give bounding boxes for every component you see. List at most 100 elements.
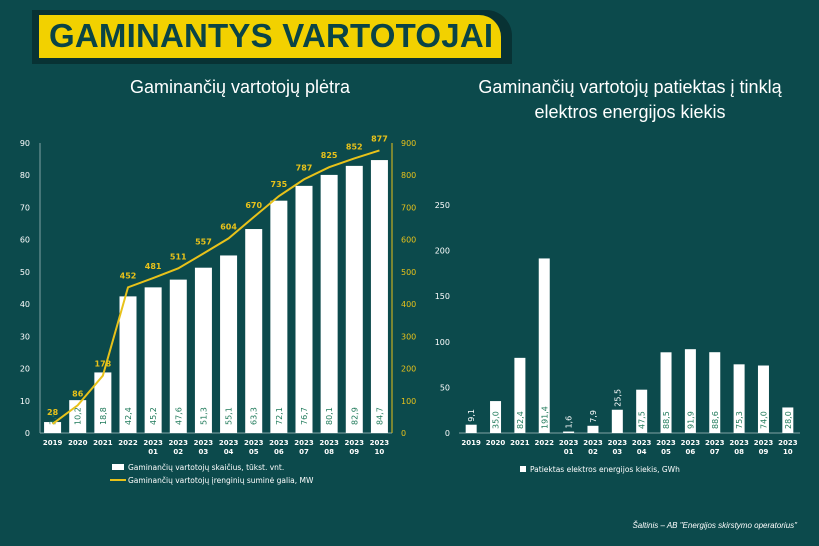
- chart2-x-tick-label: 2023: [778, 439, 798, 447]
- chart2-x-tick-label: 2019: [461, 439, 481, 447]
- chart2-x-tick-label: 2023: [656, 439, 676, 447]
- chart1-bar: [220, 255, 238, 433]
- chart1-y2-tick-label: 700: [401, 203, 416, 212]
- chart1-bar-value-label: 18,8: [99, 407, 108, 425]
- page-title: GAMINANTYS VARTOTOJAI: [49, 17, 494, 54]
- chart2-bar: [465, 424, 477, 433]
- chart1-y-tick-label: 90: [20, 139, 30, 148]
- chart2-x-tick-label: 2023: [705, 439, 725, 447]
- chart2-y-tick-label: 100: [435, 338, 450, 347]
- chart1-y-tick-label: 50: [20, 268, 30, 277]
- chart1-bar: [320, 174, 338, 433]
- chart1-y-tick-label: 30: [20, 332, 30, 341]
- chart2-x-tick-label: 2023: [608, 439, 628, 447]
- chart1-bar-value-label: 63,3: [250, 407, 259, 425]
- chart1-x-tick-label: 2023: [345, 439, 365, 447]
- chart1-legend-bar-label: Gaminančių vartotojų skaičius, tūkst. vn…: [128, 463, 284, 472]
- chart2-bar: [514, 357, 526, 433]
- chart2-bar: [684, 349, 696, 433]
- chart2-legend-bar-swatch: [520, 466, 526, 472]
- chart1-bar: [345, 165, 363, 433]
- chart1-line-value-label: 787: [296, 163, 313, 172]
- chart1-bar-value-label: 76,7: [300, 407, 309, 425]
- chart2-x-tick-label: 2023: [754, 439, 774, 447]
- chart1-x-tick-label: 2023: [219, 439, 239, 447]
- source-note: Šaltinis – AB "Energijos skirstymo opera…: [632, 521, 797, 530]
- chart2-bar-value-label: 7,9: [589, 410, 598, 423]
- chart2-bar-value-label: 47,5: [638, 411, 647, 429]
- chart2-x-tick-label: 2022: [535, 439, 555, 447]
- chart1-bar-value-label: 55,1: [225, 407, 234, 425]
- chart1-y-tick-label: 10: [20, 397, 30, 406]
- chart2-bar: [636, 389, 648, 433]
- chart1-y-tick-label: 60: [20, 236, 30, 245]
- chart1-y2-tick-label: 200: [401, 365, 416, 374]
- chart2-x-tick-label: 10: [783, 448, 793, 456]
- chart2-bar-value-label: 75,3: [735, 411, 744, 429]
- title-banner: GAMINANTYS VARTOTOJAI: [32, 10, 512, 64]
- chart1-line-value-label: 511: [170, 252, 187, 261]
- chart1-bar-value-label: 45,2: [149, 407, 158, 425]
- chart2-x-tick-label: 2023: [583, 439, 603, 447]
- chart1-x-tick-label: 01: [148, 448, 158, 456]
- chart1-bar: [119, 296, 137, 433]
- chart1-legend-bar-swatch: [112, 464, 124, 470]
- chart1-bar-value-label: 42,4: [124, 407, 133, 425]
- chart2-title: Gaminančių vartotojų patiektas į tinklą …: [478, 77, 782, 122]
- chart1-bar: [295, 185, 313, 433]
- chart2-x-tick-label: 2021: [510, 439, 530, 447]
- chart1-bar: [194, 267, 212, 433]
- chart1-x-tick-label: 08: [324, 448, 334, 456]
- chart1-bar: [270, 200, 288, 433]
- chart1-x-tick-label: 2023: [194, 439, 214, 447]
- chart2-bar: [587, 425, 599, 433]
- chart2-bar: [733, 364, 745, 433]
- chart1-bar-value-label: 47,6: [174, 407, 183, 425]
- chart1-bar: [44, 422, 62, 433]
- chart1-x-tick-label: 2023: [244, 439, 264, 447]
- chart1-y2-tick-label: 900: [401, 139, 416, 148]
- chart1-x-tick-label: 03: [199, 448, 209, 456]
- chart1-bar-value-label: 84,7: [375, 407, 384, 425]
- chart1-line-value-label: 877: [371, 134, 388, 143]
- chart2-bar: [538, 258, 550, 433]
- chart1-bar-value-label: 72,1: [275, 407, 284, 425]
- chart1-x-tick-label: 02: [173, 448, 183, 456]
- chart2-x-tick-label: 07: [710, 448, 720, 456]
- chart2-bar-value-label: 191,4: [540, 406, 549, 429]
- chart2-bar: [709, 352, 721, 433]
- chart2-x-tick-label: 09: [759, 448, 769, 456]
- chart1-line-value-label: 28: [47, 408, 59, 417]
- chart2-bar: [563, 431, 575, 433]
- chart1-line-value-label: 481: [145, 262, 162, 271]
- chart2-bar-value-label: 1,6: [565, 416, 574, 429]
- chart1-x-tick-label: 2023: [294, 439, 314, 447]
- chart1-y2-tick-label: 600: [401, 236, 416, 245]
- chart2-bar-value-label: 82,4: [516, 411, 525, 429]
- chart2-x-tick-label: 2020: [486, 439, 506, 447]
- chart1-x-tick-label: 04: [224, 448, 234, 456]
- chart2-bar-value-label: 88,6: [711, 411, 720, 429]
- chart1-legend-line-label: Gaminančių vartotojų įrenginių suminė ga…: [128, 476, 314, 485]
- chart1-line-value-label: 178: [95, 360, 112, 369]
- chart2-y-tick-label: 0: [445, 429, 450, 438]
- chart1-x-tick-label: 2023: [169, 439, 189, 447]
- chart1-line-value-label: 604: [220, 222, 237, 231]
- chart2-y-tick-label: 200: [435, 247, 450, 256]
- chart1-x-tick-label: 06: [274, 448, 284, 456]
- chart1-x-tick-label: 2019: [43, 439, 63, 447]
- chart1-bar-value-label: 51,3: [199, 407, 208, 425]
- chart2-bar-value-label: 9,1: [467, 409, 476, 422]
- chart1-bar-value-label: 10,2: [74, 407, 83, 425]
- chart2-bar: [782, 407, 794, 433]
- chart1-x-tick-label: 09: [349, 448, 359, 456]
- chart2-y-tick-label: 50: [440, 383, 450, 392]
- chart2-bar: [611, 409, 623, 433]
- chart1-y2-tick-label: 400: [401, 300, 416, 309]
- chart1-x-tick-label: 07: [299, 448, 309, 456]
- chart1-capacity-line: [51, 149, 380, 425]
- chart1-y-tick-label: 80: [20, 171, 30, 180]
- chart2-x-tick-label: 2023: [632, 439, 652, 447]
- chart1-x-tick-label: 10: [375, 448, 385, 456]
- chart2-x-tick-label: 01: [564, 448, 574, 456]
